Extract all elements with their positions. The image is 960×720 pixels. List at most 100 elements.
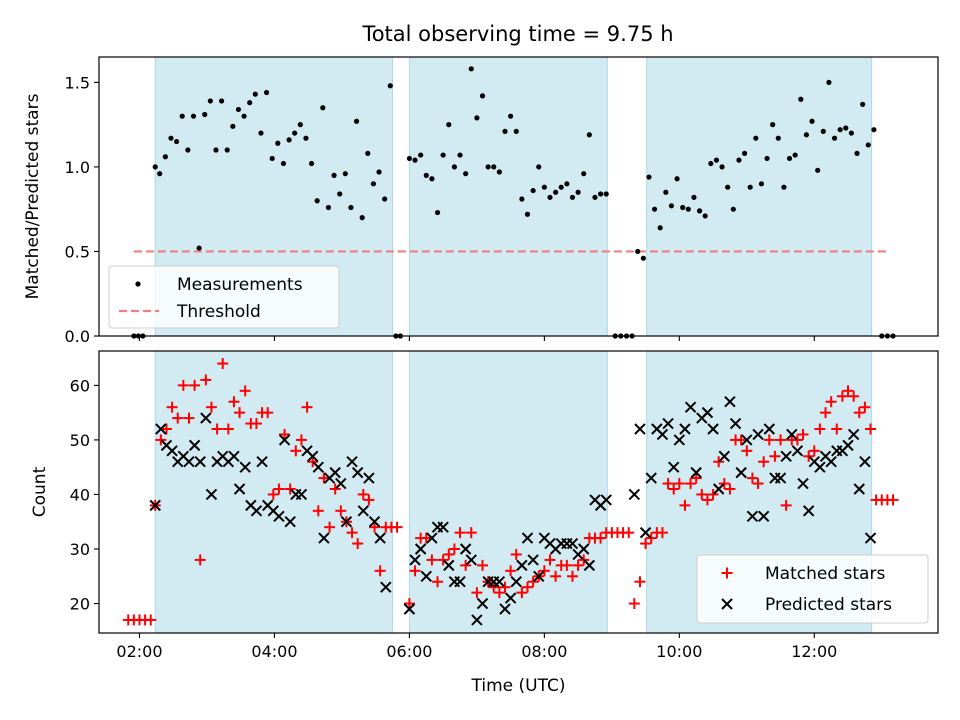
measurement-point xyxy=(457,152,463,158)
measurement-point xyxy=(685,206,691,212)
matched-star-point xyxy=(177,379,189,391)
predicted-star-point xyxy=(295,488,308,501)
predicted-star-point xyxy=(600,494,612,506)
predicted-star-point xyxy=(864,532,877,544)
measurement-point xyxy=(491,164,497,170)
matched-star-point xyxy=(234,407,246,419)
y-tick-label: 30 xyxy=(70,540,90,559)
matched-star-point xyxy=(544,554,556,566)
matched-star-point xyxy=(696,488,708,500)
measurement-point xyxy=(263,89,270,96)
measurement-point xyxy=(708,160,714,167)
y-tick-label: 20 xyxy=(70,595,90,614)
predicted-star-point xyxy=(312,461,325,473)
measurement-point xyxy=(837,127,843,133)
measurement-point xyxy=(241,113,247,119)
predicted-star-point xyxy=(842,439,854,452)
matched-star-point xyxy=(217,358,229,370)
predicted-star-point xyxy=(853,483,865,495)
predicted-star-point xyxy=(426,532,438,544)
predicted-star-point xyxy=(273,510,285,522)
predicted-star-point xyxy=(656,428,669,441)
matched-star-point xyxy=(437,554,449,566)
x-tick-label: 12:00 xyxy=(791,642,837,661)
measurement-point xyxy=(275,140,281,146)
measurement-point xyxy=(854,150,860,156)
measurement-point xyxy=(803,132,810,138)
measurement-point xyxy=(781,184,787,190)
predicted-star-point xyxy=(707,423,719,435)
matched-star-point xyxy=(284,483,296,495)
matched-star-point xyxy=(460,559,472,571)
measurement-point xyxy=(798,96,804,102)
predicted-star-point xyxy=(634,423,646,435)
predicted-star-point xyxy=(797,477,809,490)
matched-star-point xyxy=(656,527,668,539)
predicted-star-point xyxy=(403,603,416,615)
matched-star-point xyxy=(369,521,381,533)
measurement-point xyxy=(668,203,675,209)
predicted-star-point xyxy=(409,554,421,566)
predicted-star-point xyxy=(757,510,770,522)
matched-star-point xyxy=(662,478,674,490)
measurement-point xyxy=(663,189,669,195)
measurement-point xyxy=(657,225,663,231)
predicted-star-point xyxy=(712,483,725,495)
matched-star-point xyxy=(307,456,319,468)
matched-star-point xyxy=(335,505,347,517)
matched-star-point xyxy=(566,570,578,582)
matched-star-point xyxy=(887,494,899,506)
measurement-point xyxy=(508,113,514,119)
x-tick-label: 08:00 xyxy=(521,642,567,661)
matched-star-point xyxy=(561,559,573,571)
legend-threshold-label: Threshold xyxy=(176,302,261,322)
measurement-point xyxy=(536,164,542,170)
matched-star-point xyxy=(735,434,747,446)
matched-star-point xyxy=(493,587,505,599)
measurement-point xyxy=(213,147,219,153)
matched-star-point xyxy=(550,570,562,582)
measurement-point xyxy=(179,113,185,119)
measurement-point xyxy=(865,142,871,148)
measurement-point xyxy=(592,194,598,200)
predicted-star-point xyxy=(533,570,545,582)
matched-star-point xyxy=(572,559,584,571)
legend-predicted-marker xyxy=(721,598,733,610)
measurement-point xyxy=(468,66,474,72)
predicted-star-point xyxy=(459,543,472,555)
matched-star-point xyxy=(346,527,358,539)
measurement-point xyxy=(651,206,658,212)
measurement-point xyxy=(775,135,781,141)
measurement-point xyxy=(370,181,377,187)
measurement-point xyxy=(680,204,686,211)
measurement-point xyxy=(230,123,236,129)
matched-star-point xyxy=(803,450,815,462)
observing-window-2 xyxy=(408,350,608,634)
matched-star-point xyxy=(318,472,330,484)
predicted-star-point xyxy=(318,532,330,544)
matched-star-point xyxy=(690,472,702,484)
predicted-star-point xyxy=(814,461,826,473)
measurement-point xyxy=(320,105,326,111)
matched-star-point xyxy=(145,614,157,626)
matched-star-point xyxy=(645,532,657,544)
measurement-point xyxy=(485,164,491,170)
measurement-point xyxy=(702,213,708,219)
measurement-point xyxy=(434,209,441,216)
predicted-star-point xyxy=(701,406,714,419)
predicted-star-point xyxy=(791,445,804,457)
measurement-point xyxy=(586,132,592,138)
measurement-point xyxy=(446,122,452,128)
matched-star-point xyxy=(741,445,753,457)
legend-x-glyph xyxy=(721,598,733,610)
bottom-legend: Matched stars Predicted stars xyxy=(696,554,929,624)
measurement-point xyxy=(207,98,213,104)
measurement-point xyxy=(337,191,343,197)
matched-star-point xyxy=(820,407,832,419)
matched-star-point xyxy=(391,521,403,533)
predicted-star-point xyxy=(724,396,736,408)
measurement-point xyxy=(758,181,765,187)
measurement-point xyxy=(252,91,258,97)
predicted-star-point xyxy=(155,423,167,435)
matched-star-point xyxy=(420,532,432,544)
